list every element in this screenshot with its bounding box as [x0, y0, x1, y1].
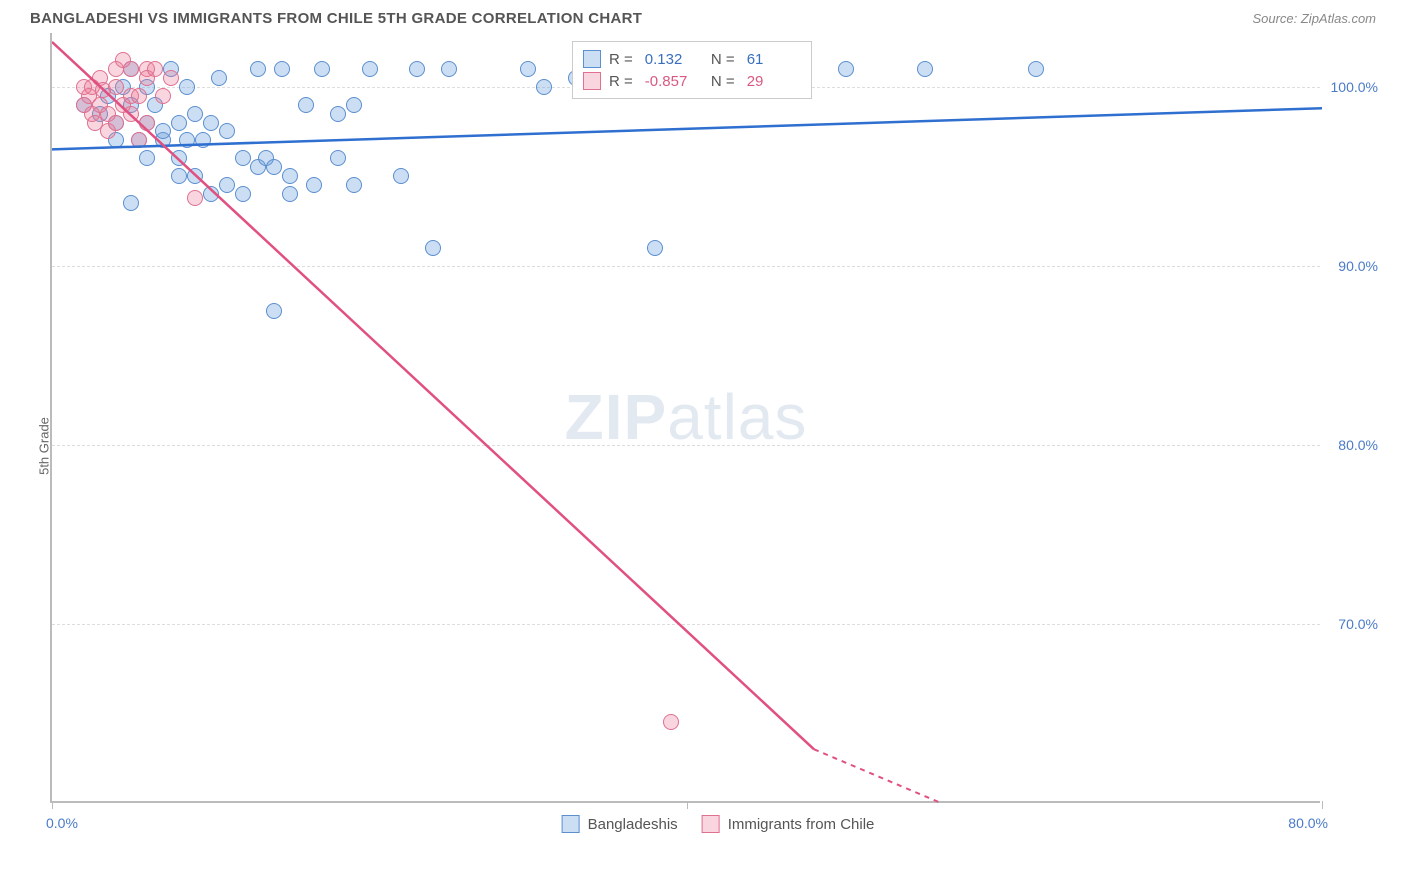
scatter-point: [108, 79, 124, 95]
scatter-point: [123, 195, 139, 211]
scatter-point: [195, 132, 211, 148]
plot-area: ZIPatlas 70.0%80.0%90.0%100.0%R =0.132 N…: [50, 33, 1320, 803]
stat-r-label: R =: [609, 73, 633, 90]
source-attribution: Source: ZipAtlas.com: [1252, 11, 1376, 26]
scatter-point: [520, 61, 536, 77]
legend-label: Bangladeshis: [588, 816, 678, 833]
scatter-point: [155, 123, 171, 139]
scatter-point: [123, 106, 139, 122]
scatter-point: [235, 186, 251, 202]
scatter-point: [163, 70, 179, 86]
stat-n-value: 61: [747, 51, 801, 68]
scatter-point: [155, 88, 171, 104]
stat-r-value: -0.857: [645, 73, 699, 90]
scatter-point: [147, 61, 163, 77]
chart-title: BANGLADESHI VS IMMIGRANTS FROM CHILE 5TH…: [30, 10, 642, 27]
scatter-point: [266, 303, 282, 319]
scatter-point: [235, 150, 251, 166]
scatter-point: [123, 61, 139, 77]
y-tick-label: 80.0%: [1338, 437, 1378, 453]
gridline-h: [52, 266, 1320, 267]
stats-row: R = -0.857 N = 29: [583, 70, 801, 92]
stat-r-value: 0.132: [645, 51, 699, 68]
scatter-point: [330, 150, 346, 166]
scatter-point: [917, 61, 933, 77]
chart-legend: Bangladeshis Immigrants from Chile: [562, 815, 875, 833]
scatter-point: [203, 115, 219, 131]
scatter-point: [187, 106, 203, 122]
legend-item: Immigrants from Chile: [702, 815, 875, 833]
chart-header: BANGLADESHI VS IMMIGRANTS FROM CHILE 5TH…: [0, 0, 1406, 33]
scatter-point: [219, 177, 235, 193]
gridline-h: [52, 445, 1320, 446]
scatter-point: [139, 150, 155, 166]
scatter-point: [838, 61, 854, 77]
scatter-point: [663, 714, 679, 730]
scatter-point: [139, 115, 155, 131]
scatter-point: [211, 70, 227, 86]
legend-swatch: [562, 815, 580, 833]
scatter-point: [131, 88, 147, 104]
legend-item: Bangladeshis: [562, 815, 678, 833]
scatter-point: [108, 115, 124, 131]
scatter-point: [171, 168, 187, 184]
legend-swatch: [702, 815, 720, 833]
scatter-point: [1028, 61, 1044, 77]
scatter-point: [282, 168, 298, 184]
y-tick-label: 90.0%: [1338, 258, 1378, 274]
series-swatch: [583, 72, 601, 90]
scatter-point: [179, 132, 195, 148]
legend-label: Immigrants from Chile: [728, 816, 875, 833]
scatter-point: [409, 61, 425, 77]
scatter-point: [346, 177, 362, 193]
scatter-point: [362, 61, 378, 77]
scatter-point: [250, 61, 266, 77]
scatter-point: [536, 79, 552, 95]
stat-n-label: N =: [707, 73, 735, 90]
stat-r-label: R =: [609, 51, 633, 68]
scatter-point: [425, 240, 441, 256]
y-tick-label: 70.0%: [1338, 616, 1378, 632]
scatter-point: [131, 132, 147, 148]
scatter-point: [203, 186, 219, 202]
stats-row: R = 0.132 N = 61: [583, 48, 801, 70]
stat-n-value: 29: [747, 73, 801, 90]
scatter-point: [187, 190, 203, 206]
x-tick: [1322, 801, 1323, 809]
scatter-point: [171, 150, 187, 166]
scatter-point: [647, 240, 663, 256]
gridline-h: [52, 624, 1320, 625]
x-tick: [52, 801, 53, 809]
scatter-point: [266, 159, 282, 175]
scatter-point: [187, 168, 203, 184]
x-axis-min-label: 0.0%: [46, 815, 78, 831]
scatter-point: [306, 177, 322, 193]
x-tick: [687, 801, 688, 809]
scatter-point: [282, 186, 298, 202]
y-tick-label: 100.0%: [1331, 79, 1378, 95]
x-axis-max-label: 80.0%: [1288, 815, 1328, 831]
scatter-point: [171, 115, 187, 131]
scatter-point: [346, 97, 362, 113]
chart-container: ZIPatlas 70.0% 80.0% 90.0% 100.0% R = 0.132 N…: [50, 33, 1386, 803]
scatter-point: [274, 61, 290, 77]
watermark: ZIPatlas: [565, 380, 808, 454]
scatter-point: [314, 61, 330, 77]
scatter-point: [298, 97, 314, 113]
series-swatch: [583, 50, 601, 68]
stat-n-label: N =: [707, 51, 735, 68]
scatter-point: [219, 123, 235, 139]
stats-box: R = 0.132 N = 61 R = -0.857 N = 29: [572, 41, 812, 99]
scatter-point: [441, 61, 457, 77]
scatter-point: [179, 79, 195, 95]
scatter-point: [393, 168, 409, 184]
trend-lines: [52, 33, 1322, 803]
scatter-point: [330, 106, 346, 122]
